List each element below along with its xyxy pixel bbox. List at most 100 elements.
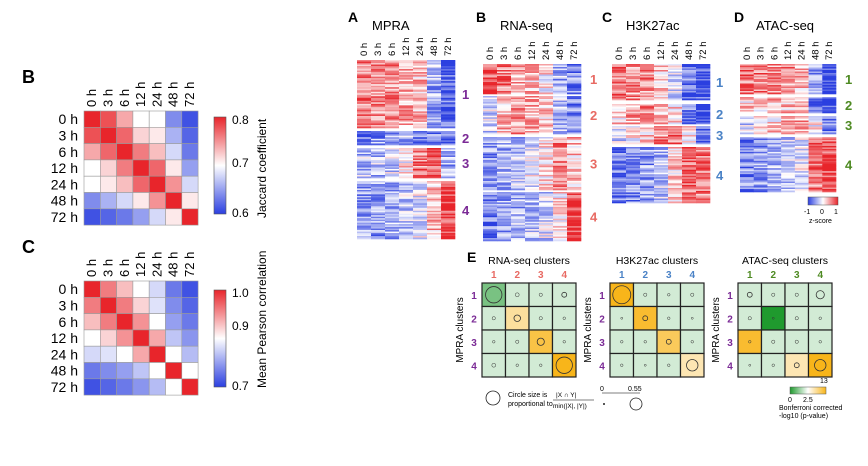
panel_D-col-label: 72 h: [824, 42, 835, 61]
panel-e-col-id: 4: [817, 270, 823, 281]
panel_B2-stripe: [553, 203, 568, 206]
panel_B2-stripe: [553, 91, 568, 93]
panel_C2-stripe: [668, 192, 683, 195]
panel_B2-stripe: [511, 174, 526, 177]
panel_B2-stripe: [497, 217, 512, 220]
panel_C2-stripe: [668, 156, 683, 158]
panel_D-stripe: [781, 108, 796, 111]
panel_A-stripe: [385, 148, 400, 150]
c-cell: [83, 329, 101, 347]
panel_A-stripe: [357, 82, 372, 85]
panel_B2-stripe: [567, 164, 582, 167]
panel_A-stripe: [357, 81, 372, 83]
panel_A-stripe: [371, 160, 386, 162]
panel_D-stripe: [781, 76, 796, 78]
panel_D-stripe: [767, 168, 782, 171]
panel_A-stripe: [357, 141, 372, 144]
panel_D-stripe: [767, 86, 782, 89]
panel-e-cell: [784, 282, 810, 308]
panel_C2-stripe: [696, 190, 711, 193]
panel_A-stripe: [413, 183, 428, 186]
panel_B2-stripe: [539, 229, 554, 231]
panel_C2-stripe: [612, 165, 627, 167]
c-cell: [100, 362, 117, 380]
panel_B2-stripe: [483, 167, 498, 170]
panel_C2-stripe: [696, 174, 711, 177]
panel_C2-stripe: [668, 178, 683, 181]
panel_D-stripe: [822, 174, 837, 176]
panel_D-stripe: [794, 131, 809, 133]
panel_C2-stripe: [668, 83, 683, 86]
panel_A-stripe: [357, 85, 372, 88]
panel_D-stripe: [740, 99, 755, 102]
panel_C2-stripe: [640, 141, 655, 143]
panel_B2-stripe: [525, 202, 540, 205]
panel_B2-stripe: [553, 143, 568, 145]
panel_A-stripe: [371, 72, 386, 74]
panel_C2-stripe: [612, 157, 627, 160]
panel_A-stripe: [371, 207, 386, 210]
panel_B2-stripe: [497, 159, 512, 162]
panel_A-stripe: [427, 191, 442, 194]
panel_C2-stripe: [626, 154, 641, 157]
panel_A-stripe: [399, 191, 414, 194]
panel_D-stripe: [753, 183, 768, 185]
panel_B2-stripe: [511, 102, 526, 104]
panel_D-stripe: [794, 171, 809, 173]
panel_A-stripe: [399, 72, 414, 74]
panel_D-stripe: [794, 141, 809, 144]
panel_B2-stripe: [511, 83, 526, 86]
panel_D-stripe: [794, 129, 809, 132]
panel_C2-stripe: [696, 114, 711, 117]
panel_A-stripe: [357, 123, 372, 126]
panel_B2-stripe: [539, 129, 554, 132]
panel_A-stripe: [427, 66, 442, 68]
panel_C2-stripe: [696, 199, 711, 202]
panel_C2-stripe: [612, 160, 627, 163]
panel_A-stripe: [441, 91, 456, 94]
panel_B2-stripe: [553, 99, 568, 101]
panel_C2-stripe: [696, 83, 711, 86]
panel_C2-stripe: [612, 168, 627, 171]
c-col-label: 6 h: [117, 259, 132, 277]
panel_C2-stripe: [640, 153, 655, 155]
panel_C2-stripe: [640, 178, 655, 181]
panel_A-stripe: [371, 79, 386, 82]
panel_D-stripe: [767, 89, 782, 92]
b-cell: [181, 143, 199, 161]
panel_A-stripe: [441, 79, 456, 82]
panel_A-stripe: [427, 200, 442, 203]
panel_A-stripe: [413, 84, 428, 86]
panel_D-stripe: [767, 169, 782, 172]
panel_C2-stripe: [612, 64, 627, 66]
panel_B2-stripe: [497, 165, 512, 168]
panel_B2-stripe: [497, 138, 512, 141]
panel_B2-stripe: [511, 200, 526, 203]
panel_D-stripe: [781, 169, 796, 172]
panel_C2-stripe: [626, 147, 641, 149]
panel_B2-stripe: [539, 85, 554, 87]
panel_D-stripe: [794, 175, 809, 178]
panel_B2-stripe: [567, 221, 582, 224]
panel_B2-stripe: [497, 168, 512, 171]
panel_A-stripe: [427, 173, 442, 176]
pvalue-tick-0: 0: [788, 397, 792, 404]
panel_A-stripe: [371, 114, 386, 117]
panel_D-stripe: [822, 117, 837, 120]
panel_B2-stripe: [567, 220, 582, 222]
panel-e-row-axis: MPRA clusters: [583, 297, 594, 363]
panel_C2-stripe: [682, 97, 697, 99]
panel_C2-stripe: [626, 171, 641, 174]
b-cell: [132, 159, 150, 177]
panel_B2-stripe: [511, 230, 526, 233]
panel-e-cell: [679, 282, 705, 308]
panel_D-stripe: [767, 166, 782, 169]
panel_B2-stripe: [553, 124, 568, 127]
panel_A-stripe: [427, 225, 442, 228]
panel_B2-stripe: [553, 138, 568, 141]
panel_A-stripe: [441, 109, 456, 112]
panel_A-stripe: [413, 108, 428, 111]
panel_B2-stripe: [539, 150, 554, 153]
panel_D-stripe: [753, 148, 768, 151]
panel_A-stripe: [371, 91, 386, 94]
